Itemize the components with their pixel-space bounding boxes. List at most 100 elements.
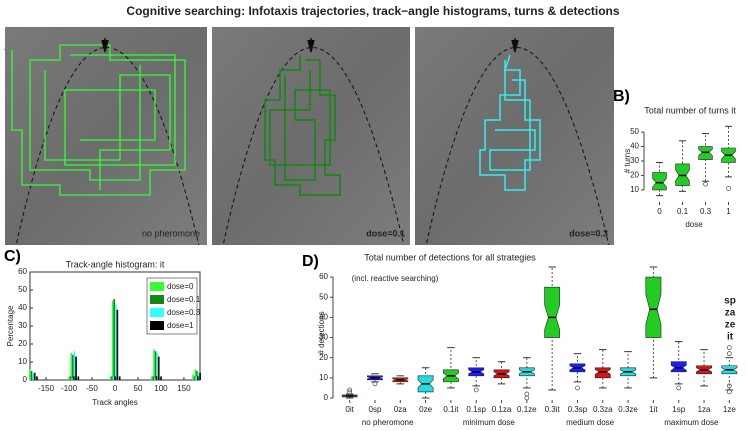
bar — [114, 376, 116, 380]
photo — [415, 27, 614, 245]
x-tick-label: 50 — [134, 384, 143, 393]
x-tick-label: 0sp — [369, 405, 382, 414]
y-tick-label: 50 — [630, 127, 639, 136]
box — [544, 286, 561, 338]
outlier — [347, 389, 353, 395]
trajectory — [479, 54, 541, 191]
outlier — [524, 391, 530, 397]
legend-swatch — [150, 308, 164, 317]
legend-label: dose=0 — [167, 282, 194, 291]
trajectory — [264, 55, 341, 196]
bar — [152, 376, 155, 380]
bar — [160, 376, 162, 380]
bar — [154, 351, 157, 380]
figure-title: Cognitive searching: Infotaxis trajector… — [126, 4, 619, 18]
x-tick-label: 0.3ze — [618, 405, 638, 414]
bar — [196, 371, 198, 380]
bar — [112, 376, 115, 380]
bar — [71, 378, 73, 380]
legend-label: it — [727, 332, 734, 343]
y-axis-label: # detections — [317, 311, 326, 354]
outlier — [676, 385, 682, 391]
group-label: minimum dose — [463, 418, 516, 427]
bar — [153, 349, 155, 380]
bar — [111, 376, 113, 380]
legend-label: dose=0.3 — [167, 308, 201, 317]
x-tick-label: 1 — [726, 207, 731, 216]
y-tick-label: 0 — [324, 393, 329, 402]
legend-label: dose=0.1 — [167, 295, 201, 304]
legend-swatch — [150, 321, 164, 330]
outlier — [575, 385, 580, 391]
box — [670, 361, 687, 373]
x-tick-label: 0.3 — [700, 207, 712, 216]
source-marker — [101, 38, 109, 53]
x-tick-label: -150 — [38, 384, 55, 393]
outlier — [726, 389, 732, 395]
bar — [197, 376, 199, 380]
bar — [118, 376, 121, 380]
photo-panel — [415, 27, 614, 245]
box — [652, 172, 667, 191]
bar — [195, 376, 198, 380]
outlier — [726, 351, 732, 357]
x-tick-label: 1sp — [672, 405, 685, 414]
y-tick-label: 50 — [18, 285, 27, 294]
legend-label: dose=1 — [167, 321, 194, 330]
x-tick-label: 1za — [698, 405, 711, 414]
image-label: dose=0.3 — [569, 228, 608, 238]
x-tick-label: 0.1za — [492, 405, 512, 414]
bar — [68, 376, 70, 380]
x-tick-label: 0.3sp — [568, 405, 588, 414]
x-axis-label: dose — [685, 220, 703, 229]
y-tick-label: 30 — [630, 156, 639, 165]
bar — [199, 372, 201, 380]
y-tick-label: 40 — [319, 312, 328, 321]
panel-label: B) — [613, 88, 630, 105]
bar — [113, 299, 115, 380]
x-tick-label: 0.1it — [443, 405, 459, 414]
x-tick-label: 0za — [394, 405, 407, 414]
x-tick-label: 150 — [177, 384, 191, 393]
panel-label: D) — [302, 253, 319, 270]
bar — [116, 309, 119, 380]
bar — [70, 353, 73, 380]
x-tick-label: 1it — [649, 405, 658, 414]
outlier — [726, 345, 732, 350]
plume-boundary — [222, 47, 405, 245]
y-tick-label: 40 — [630, 142, 639, 151]
x-tick-label: 1ze — [723, 405, 736, 414]
bar — [193, 376, 196, 380]
bar — [155, 376, 158, 380]
bar — [73, 351, 76, 380]
photo — [5, 27, 207, 245]
bar — [111, 300, 114, 380]
photo-panel — [212, 27, 410, 245]
x-tick-label: 0it — [345, 405, 354, 414]
bar — [77, 376, 80, 380]
source-marker — [307, 38, 315, 53]
chart-title: Total number of detections for all strat… — [364, 252, 536, 262]
x-tick-label: -50 — [86, 384, 98, 393]
plume-boundary — [15, 47, 200, 245]
x-tick-label: -100 — [61, 384, 78, 393]
image-label: dose=0.1 — [366, 228, 405, 238]
x-tick-label: 100 — [154, 384, 168, 393]
legend-swatch — [150, 295, 164, 304]
y-tick-label: 60 — [319, 272, 328, 281]
outlier — [524, 395, 530, 401]
y-tick-label: 30 — [18, 321, 27, 330]
outlier — [347, 387, 353, 393]
y-tick-label: 20 — [319, 353, 328, 362]
legend-label: sp — [724, 296, 736, 307]
source-marker — [511, 38, 519, 53]
bar — [194, 369, 197, 380]
image-label: no pheromone — [142, 228, 200, 238]
bar — [109, 376, 112, 380]
x-tick-label: 0.1sp — [466, 405, 486, 414]
y-tick-label: 20 — [630, 171, 639, 180]
y-tick-label: 10 — [319, 373, 328, 382]
x-tick-label: 0.3za — [593, 405, 613, 414]
y-axis-label: # turns — [623, 149, 632, 173]
